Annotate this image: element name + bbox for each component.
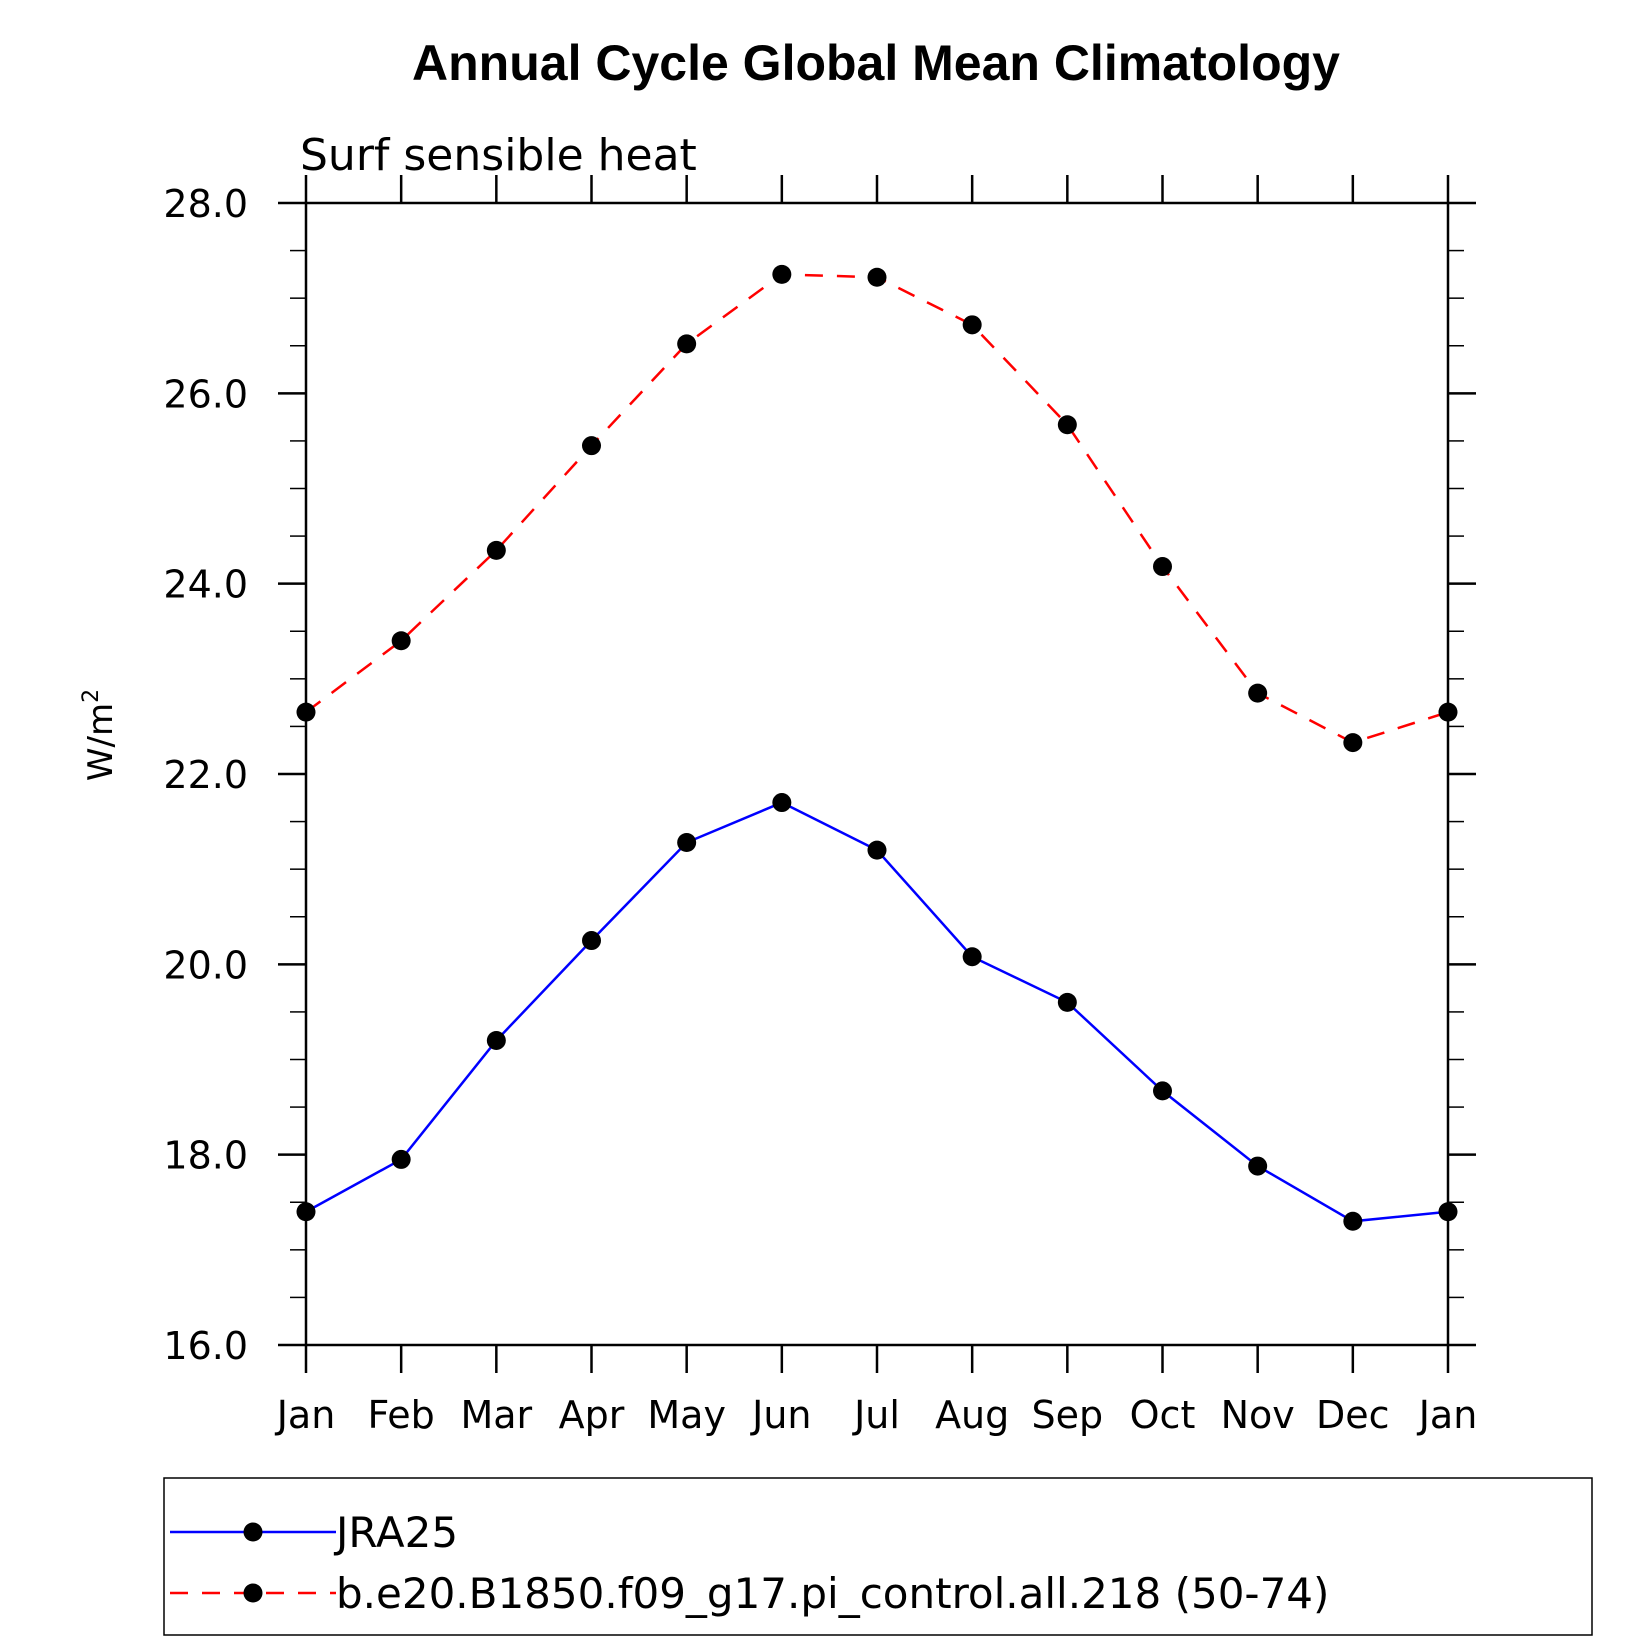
series-2-point bbox=[582, 436, 601, 456]
y-axis-label: W/m2 bbox=[79, 689, 121, 781]
series-2-point bbox=[772, 264, 792, 284]
series-2-point bbox=[677, 334, 697, 354]
series-1-point bbox=[1153, 1081, 1172, 1101]
legend-label-2: b.e20.B1850.f09_g17.pi_control.all.218 (… bbox=[336, 1569, 1329, 1618]
legend-marker-1 bbox=[243, 1522, 263, 1542]
y-tick-label: 16.0 bbox=[163, 1324, 248, 1368]
x-tick-label: Jul bbox=[852, 1393, 900, 1437]
series-1-point bbox=[1343, 1211, 1363, 1231]
series-2-point bbox=[1057, 415, 1077, 435]
y-axis-label-text: W/m bbox=[81, 703, 121, 781]
legend-label-1: JRA25 bbox=[333, 1508, 458, 1557]
x-tick-label: Jan bbox=[1417, 1393, 1478, 1437]
series-1-point bbox=[391, 1149, 411, 1169]
legend: JRA25 b.e20.B1850.f09_g17.pi_control.all.… bbox=[163, 1477, 1593, 1636]
y-tick-label: 26.0 bbox=[163, 372, 248, 416]
y-tick-label: 28.0 bbox=[163, 182, 248, 226]
x-tick-label: Jun bbox=[750, 1393, 811, 1437]
series-2-point bbox=[867, 267, 887, 287]
axis-ticks bbox=[278, 175, 1476, 1373]
series-2-point bbox=[962, 315, 982, 335]
series-2-point bbox=[1153, 557, 1172, 577]
series-2-point bbox=[486, 540, 506, 560]
series-2-point bbox=[391, 631, 411, 651]
x-tick-label: Apr bbox=[559, 1393, 625, 1437]
series-1-point bbox=[867, 840, 887, 860]
x-tick-label: Jan bbox=[275, 1393, 336, 1437]
y-tick-label: 18.0 bbox=[163, 1134, 248, 1178]
plot-frame bbox=[304, 201, 1450, 1347]
x-tick-label: Mar bbox=[460, 1393, 532, 1437]
series-group bbox=[296, 264, 1458, 1231]
x-tick-label: Dec bbox=[1316, 1393, 1390, 1437]
chart-subtitle: Surf sensible heat bbox=[300, 130, 697, 181]
series-line-2 bbox=[305, 273, 1449, 744]
legend-marker-2 bbox=[243, 1583, 263, 1603]
series-2-point bbox=[1248, 683, 1268, 703]
series-1-point bbox=[772, 793, 792, 813]
series-line-1 bbox=[305, 801, 1449, 1223]
x-tick-label: Feb bbox=[368, 1393, 435, 1437]
y-tick-label: 22.0 bbox=[163, 753, 248, 797]
series-1-point bbox=[1248, 1156, 1268, 1176]
series-1-point bbox=[1057, 992, 1077, 1012]
series-2-point bbox=[1343, 733, 1363, 753]
x-tick-label: Nov bbox=[1221, 1393, 1295, 1437]
chart-title: Annual Cycle Global Mean Climatology bbox=[412, 35, 1340, 91]
series-1-point bbox=[962, 947, 982, 967]
x-tick-label: Oct bbox=[1130, 1393, 1196, 1437]
y-tick-label: 24.0 bbox=[163, 563, 248, 607]
x-tick-label: May bbox=[647, 1393, 726, 1437]
y-axis-label-superscript: 2 bbox=[79, 689, 104, 703]
tick-labels: Jan Feb Mar Apr May Jun Jul Aug Sep Oct Nov Dec Jan 1… bbox=[163, 182, 1477, 1437]
x-tick-label: Sep bbox=[1032, 1393, 1104, 1437]
legend-box bbox=[163, 1477, 1593, 1636]
series-1-point bbox=[677, 833, 697, 853]
svg-text:W/m2: W/m2 bbox=[79, 689, 121, 781]
x-tick-label: Aug bbox=[935, 1393, 1009, 1437]
y-tick-label: 20.0 bbox=[163, 943, 248, 987]
series-1-point bbox=[582, 931, 601, 951]
series-1-point bbox=[486, 1030, 506, 1050]
